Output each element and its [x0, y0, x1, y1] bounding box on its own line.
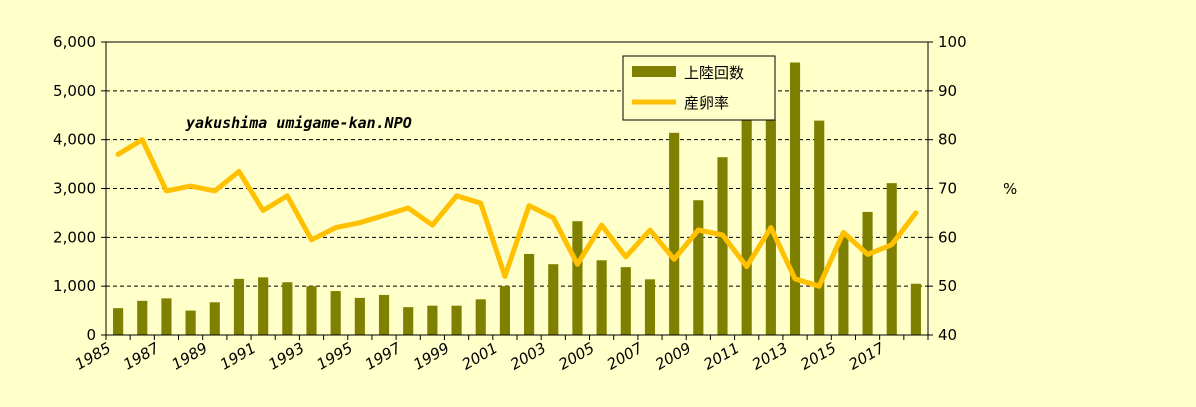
bar [403, 307, 414, 335]
bar [306, 286, 317, 335]
bar [693, 200, 704, 335]
x-tick-label: 1985 [72, 339, 114, 374]
x-tick-label: 1995 [314, 339, 356, 374]
bar [669, 132, 680, 335]
bar [524, 253, 535, 335]
y-left-tick-label: 2,000 [53, 228, 96, 246]
x-tick-label: 2003 [507, 339, 549, 374]
x-tick-label: 1991 [217, 339, 259, 374]
bar [838, 235, 849, 335]
bar [814, 120, 825, 335]
x-tick-label: 2011 [701, 339, 743, 374]
x-tick-label: 1987 [120, 339, 162, 374]
x-tick-label: 2005 [555, 339, 597, 374]
y-right-tick-label: 40 [938, 326, 957, 344]
bar [113, 308, 124, 335]
bar [185, 310, 196, 335]
legend-line-label: 産卵率 [684, 94, 729, 112]
y-right-axis-label: % [1003, 180, 1017, 198]
bar [282, 282, 293, 335]
x-tick-label: 1997 [362, 339, 404, 374]
x-tick-label: 1989 [169, 339, 211, 374]
y-right-tick-label: 80 [938, 131, 957, 149]
bar [499, 286, 510, 335]
x-tick-label: 1999 [410, 339, 452, 374]
y-right-tick-label: 90 [938, 82, 957, 100]
bar [475, 299, 486, 335]
y-left-tick-label: 4,000 [53, 131, 96, 149]
bar [548, 264, 559, 335]
x-tick-label: 2017 [846, 339, 888, 374]
y-left-tick-label: 5,000 [53, 82, 96, 100]
y-left-tick-label: 6,000 [53, 33, 96, 51]
chart-annotation: yakushima umigame-kan.NPO [185, 114, 412, 132]
x-tick-label: 2009 [652, 339, 694, 374]
bar [741, 120, 752, 335]
plot-frame [105, 41, 929, 336]
bar [209, 302, 220, 335]
bar [451, 305, 462, 335]
bar [862, 211, 873, 335]
y-right-tick-label: 100 [938, 33, 967, 51]
legend-bar-swatch [632, 66, 676, 77]
line-series [115, 137, 919, 289]
legend-bar-label: 上陸回数 [684, 64, 744, 82]
bar [233, 278, 245, 335]
bar [330, 291, 341, 335]
x-tick-label: 2013 [749, 339, 791, 374]
y-left-tick-label: 0 [86, 326, 96, 344]
y-right-tick-label: 70 [938, 180, 957, 198]
bar [572, 221, 583, 335]
bar [789, 62, 801, 335]
bar [596, 260, 607, 335]
y-left-tick-label: 3,000 [53, 180, 96, 198]
bar [378, 294, 390, 335]
bar [258, 277, 269, 335]
bar [620, 267, 631, 335]
bar-series [113, 62, 921, 335]
bar [717, 157, 728, 335]
x-tick-label: 2001 [459, 339, 501, 374]
bar [910, 283, 921, 335]
bar [137, 300, 148, 335]
line-path [115, 137, 919, 289]
bar [886, 183, 897, 335]
bar [427, 305, 438, 335]
y-right-tick-label: 50 [938, 277, 957, 295]
y-left-tick-label: 1,000 [53, 277, 96, 295]
x-tick-label: 1993 [265, 339, 307, 374]
x-tick-label: 2015 [797, 339, 839, 374]
bar [354, 297, 365, 335]
y-right-tick-label: 60 [938, 228, 957, 246]
legend: 上陸回数 産卵率 [622, 55, 776, 121]
bar [161, 298, 172, 335]
x-tick-label: 2007 [604, 339, 646, 374]
bar [644, 279, 656, 335]
